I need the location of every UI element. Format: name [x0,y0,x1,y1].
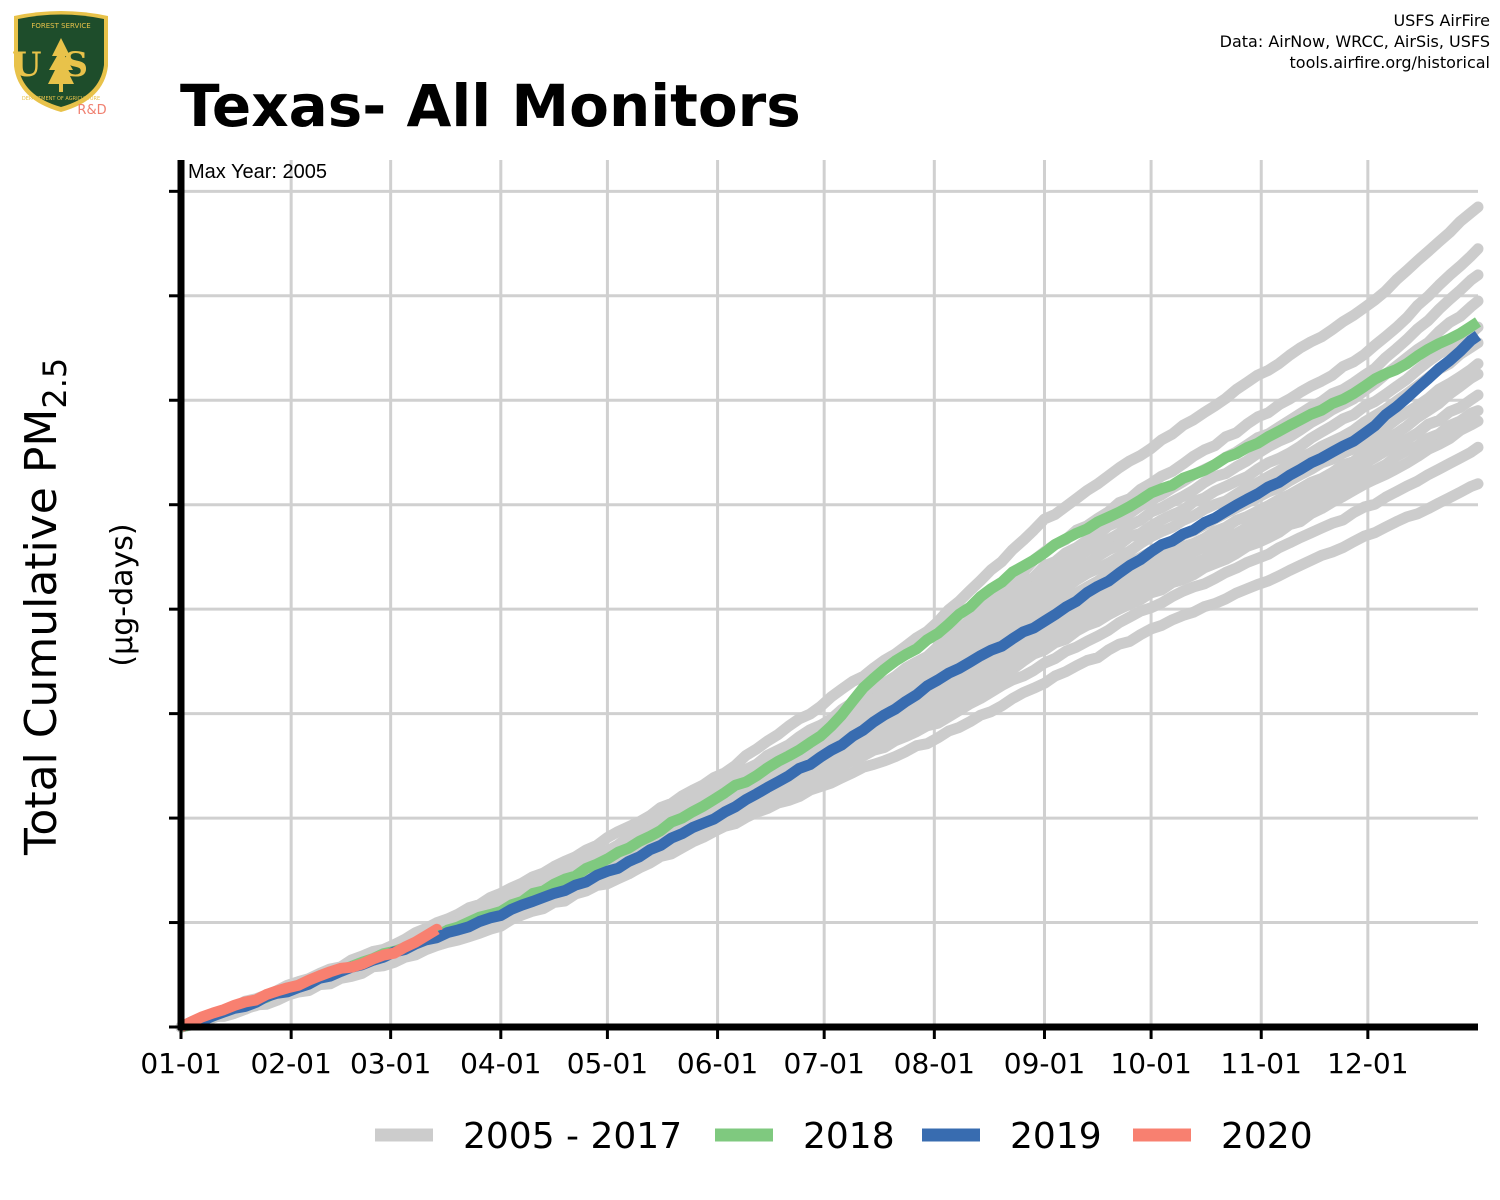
x-tick-label: 09-01 [1004,1047,1085,1080]
series-line-2005-2017 [175,269,1484,1033]
x-tick-label: 06-01 [677,1047,758,1080]
x-tick-label: 10-01 [1110,1047,1191,1080]
x-tick-label: 11-01 [1221,1047,1302,1080]
y-axis-title: Total Cumulative PM2.5 (µg-days) [16,358,140,856]
x-tick-label: 04-01 [460,1047,541,1080]
max-year-annotation: Max Year: 2005 [188,161,327,183]
credits: USFS AirFire Data: AirNow, WRCC, AirSis,… [1220,10,1490,73]
legend-label: 2018 [803,1116,895,1157]
background-year-lines [175,201,1484,1033]
legend-label: 2019 [1010,1116,1102,1157]
y-axis-ticks [169,189,181,1029]
grid [179,160,1478,1027]
y-axis-label: Total Cumulative PM [16,409,67,856]
credit-line: USFS AirFire [1393,11,1490,30]
x-tick-label: 02-01 [250,1047,331,1080]
y-axis-label-subscript: 2.5 [36,358,74,409]
highlight-year-lines [178,317,1482,1033]
credit-line: tools.airfire.org/historical [1289,53,1490,72]
axes [177,160,1478,1031]
series-line-2005-2017 [175,337,1484,1033]
chart-title: Texas- All Monitors [180,72,801,140]
series-line-2005-2017 [175,478,1484,1033]
legend: 2005 - 2017 2018 2019 2020 [375,1116,1313,1157]
usfs-logo: FOREST SERVICE US DEPARTMENT OF AGRICULT… [12,11,110,118]
x-tick-label: 07-01 [783,1047,864,1080]
legend-label: 2005 - 2017 [463,1116,682,1157]
series-line-2020 [178,923,443,1032]
y-axis-units: (µg-days) [105,523,140,666]
logo-suffix: R&D [77,103,106,118]
series-line-2005-2017 [175,201,1484,1033]
x-tick-label: 01-01 [140,1047,221,1080]
x-tick-label: 03-01 [350,1047,431,1080]
x-tick-label: 05-01 [567,1047,648,1080]
x-axis-ticks: 01-01 02-01 03-01 04-01 05-01 06-01 07-01 08-01… [140,1027,1409,1080]
tree-icon [48,38,74,92]
logo-top-text: FOREST SERVICE [31,22,90,30]
x-tick-label: 12-01 [1327,1047,1408,1080]
series-line-2005-2017 [175,295,1484,1033]
svg-text:Total Cumulative PM2.5: Total Cumulative PM2.5 [16,358,74,856]
credit-line: Data: AirNow, WRCC, AirSis, USFS [1219,32,1490,51]
logo-bottom-text: DEPARTMENT OF AGRICULTURE [22,96,100,102]
x-tick-label: 08-01 [894,1047,975,1080]
logo-letters: US [12,45,110,85]
legend-label: 2020 [1221,1116,1313,1157]
